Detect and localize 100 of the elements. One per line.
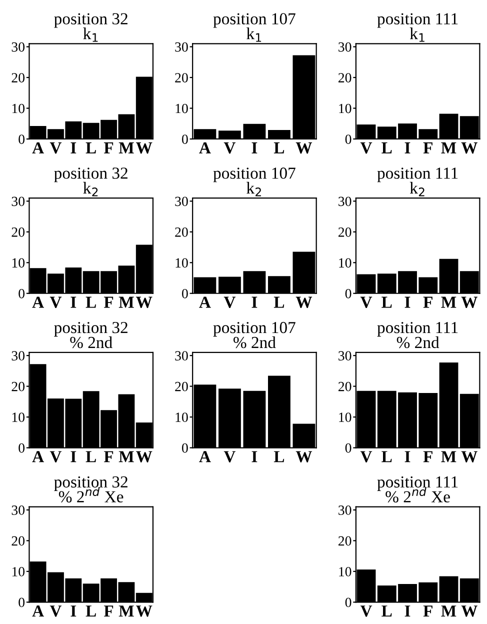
x-tick-label: A [32, 451, 44, 462]
chart-title: position 111 [377, 168, 458, 182]
y-tick-label: 10 [12, 104, 25, 114]
chart-subtitle: k$_{2}$ [83, 182, 98, 196]
y-tick-label: 0 [18, 598, 25, 608]
x-tick-label: M [441, 606, 456, 617]
chart-title: position 111 [377, 13, 458, 28]
chart-subtitle: % 2nd [234, 336, 276, 348]
y-tick-label: 0 [18, 443, 25, 453]
x-tick-label: L [382, 451, 392, 462]
x-tick-label: I [70, 142, 76, 154]
y-tick-label: 20 [175, 227, 188, 237]
y-tick-label: 30 [12, 196, 25, 206]
x-tick-label: V [224, 296, 236, 308]
chart-title: position 107 [213, 13, 296, 28]
y-tick-label: 10 [12, 412, 25, 422]
y-tick-label: 0 [182, 443, 188, 453]
x-tick-label: W [136, 606, 152, 617]
x-tick-label: I [404, 142, 410, 154]
x-tick-label: M [118, 606, 134, 617]
x-tick-label: V [50, 606, 62, 617]
y-tick-label: 30 [338, 506, 352, 515]
x-tick-label: V [360, 451, 372, 462]
x-tick-label: W [461, 142, 478, 154]
y-tick-label: 0 [345, 134, 352, 144]
chart-subtitle: k$_{2}$ [410, 182, 424, 196]
x-tick-label: A [32, 142, 44, 154]
y-tick-label: 0 [345, 443, 352, 453]
y-tick-label: 20 [12, 382, 25, 392]
y-tick-label: 20 [175, 382, 188, 392]
x-tick-label: V [360, 296, 372, 308]
x-tick-label: I [252, 142, 258, 154]
x-tick-label: L [274, 451, 284, 462]
y-tick-label: 10 [176, 258, 188, 268]
x-tick-label: V [224, 142, 236, 154]
y-tick-label: 20 [175, 73, 188, 82]
x-tick-label: I [70, 606, 76, 617]
x-tick-label: L [382, 296, 392, 308]
x-tick-label: F [423, 606, 432, 617]
chart-subtitle: k$_{1}$ [410, 28, 424, 42]
y-tick-label: 10 [12, 567, 25, 576]
chart-subtitle: % 2nd [70, 336, 112, 348]
x-tick-label: W [296, 142, 312, 154]
x-tick-label: I [70, 296, 76, 308]
y-tick-label: 10 [339, 567, 352, 576]
x-tick-label: W [461, 451, 478, 462]
x-tick-label: A [199, 296, 211, 308]
y-tick-label: 30 [175, 196, 188, 206]
y-tick-label: 10 [339, 104, 352, 114]
y-tick-label: 20 [338, 227, 352, 237]
y-tick-label: 0 [345, 598, 352, 608]
x-tick-label: L [274, 296, 284, 308]
chart-title: position 32 [54, 13, 128, 28]
x-tick-label: I [252, 296, 258, 308]
y-tick-label: 20 [338, 73, 352, 82]
y-tick-label: 0 [182, 134, 188, 144]
x-tick-label: M [441, 451, 456, 462]
y-tick-label: 20 [12, 227, 25, 237]
y-tick-label: 30 [175, 351, 188, 360]
x-tick-label: M [118, 451, 134, 462]
x-tick-label: A [32, 606, 44, 617]
x-tick-label: L [86, 451, 96, 462]
x-tick-label: I [404, 451, 410, 462]
x-tick-label: L [86, 142, 96, 154]
chart-title: position 32 [54, 168, 128, 182]
x-tick-label: V [360, 142, 372, 154]
x-tick-label: W [136, 296, 152, 308]
y-tick-label: 0 [18, 134, 25, 144]
x-tick-label: W [461, 296, 478, 308]
y-tick-label: 10 [176, 104, 188, 114]
x-tick-label: M [118, 296, 134, 308]
x-tick-label: F [423, 142, 432, 154]
x-tick-label: L [86, 606, 96, 617]
x-tick-label: L [274, 142, 284, 154]
y-tick-label: 30 [175, 42, 188, 52]
x-tick-label: F [104, 296, 114, 308]
x-tick-label: V [50, 451, 62, 462]
chart-title: position 107 [213, 322, 296, 337]
x-tick-label: A [32, 296, 44, 308]
y-tick-label: 0 [345, 288, 352, 298]
x-tick-label: W [461, 606, 478, 617]
y-tick-label: 10 [176, 412, 188, 422]
x-tick-label: I [404, 296, 410, 308]
y-tick-label: 30 [338, 196, 352, 206]
x-tick-label: V [360, 606, 372, 617]
x-tick-label: M [441, 296, 456, 308]
chart-subtitle: k$_{2}$ [246, 182, 261, 196]
chart-title: position 111 [377, 322, 458, 337]
y-tick-label: 30 [12, 506, 25, 515]
x-tick-label: I [70, 451, 76, 462]
y-tick-label: 30 [338, 42, 352, 52]
x-tick-label: W [296, 451, 312, 462]
x-tick-label: F [104, 142, 114, 154]
y-tick-label: 20 [12, 73, 25, 82]
x-tick-label: V [224, 451, 236, 462]
x-tick-label: F [423, 296, 432, 308]
chart-subtitle: k$_{1}$ [83, 28, 98, 42]
x-tick-label: F [423, 451, 432, 462]
x-tick-label: L [86, 296, 96, 308]
x-tick-label: I [252, 451, 258, 462]
